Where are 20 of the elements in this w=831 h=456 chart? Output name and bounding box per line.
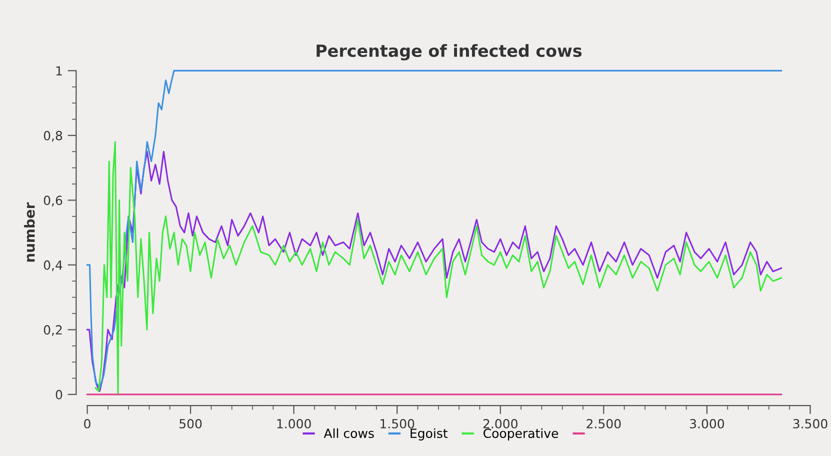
x-tick-label: 3.500	[793, 418, 828, 428]
chart-title: Percentage of infected cows	[316, 44, 582, 60]
legend-label: Cooperative	[484, 428, 558, 440]
y-axis-title: number	[24, 202, 35, 262]
x-tick-label: 1.000	[277, 418, 311, 428]
y-tick-label: 0,8	[44, 130, 62, 142]
y-tick-label: 0	[56, 390, 62, 400]
legend-label: All cows	[324, 428, 374, 438]
x-tick-label: 500	[180, 418, 202, 428]
x-tick-label: 0	[84, 418, 90, 428]
y-tick-label: 0,4	[44, 260, 62, 272]
y-tick-label: 0,6	[44, 196, 62, 206]
y-tick-label: 1	[56, 66, 62, 76]
x-tick-label: 2.500	[586, 418, 621, 428]
x-tick-label: 2.000	[483, 418, 518, 428]
x-tick-label: 1.500	[380, 418, 414, 428]
line-series	[86, 70, 782, 389]
y-tick-label: 0,2	[44, 325, 62, 336]
legend-label: Egoist	[410, 428, 448, 440]
x-tick-label: 3.000	[690, 418, 724, 428]
